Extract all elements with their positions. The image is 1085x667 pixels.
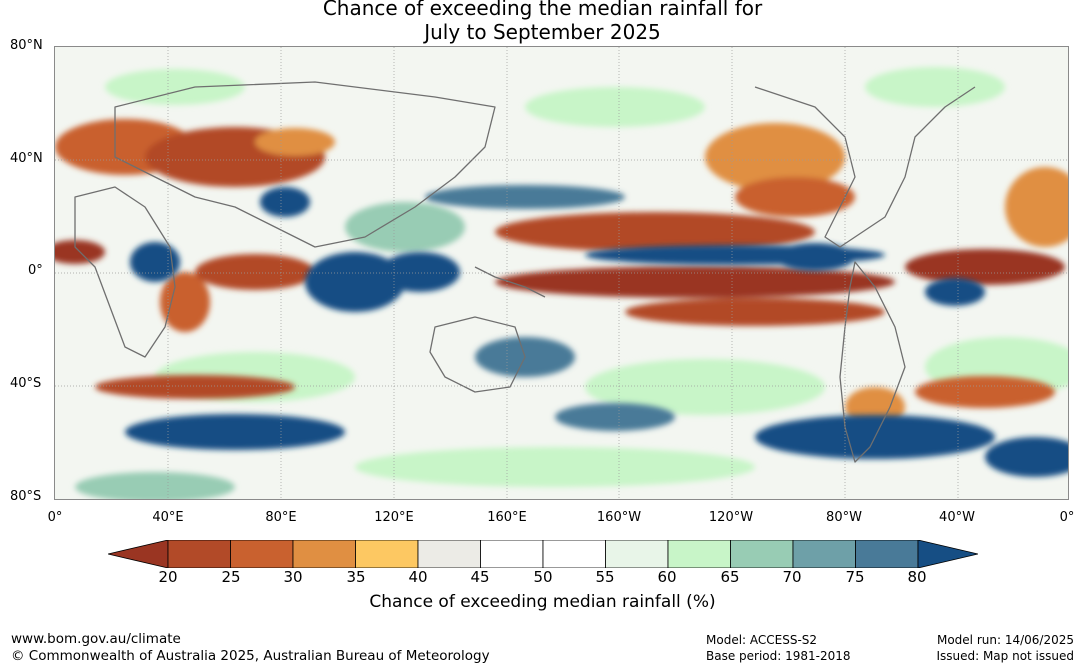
lon-label-80w: 80°W bbox=[826, 510, 862, 525]
lon-label-120e: 120°E bbox=[374, 510, 414, 525]
footer-base-period: Base period: 1981-2018 bbox=[706, 649, 851, 663]
colorbar-extend-low bbox=[108, 540, 169, 568]
colorbar-tick-80: 80 bbox=[907, 568, 927, 586]
australia-outline bbox=[429, 316, 526, 393]
colorbar-segment bbox=[605, 540, 669, 568]
colorbar-tick-20: 20 bbox=[158, 568, 178, 586]
colorbar-tick-25: 25 bbox=[221, 568, 241, 586]
lon-label-160e: 160°E bbox=[487, 510, 527, 525]
lon-label-0-end: 0° bbox=[1059, 510, 1075, 525]
colorbar-segment bbox=[355, 540, 419, 568]
map-title-line-1: Chance of exceeding the median rainfall … bbox=[322, 0, 763, 20]
lon-label-40e: 40°E bbox=[152, 510, 184, 525]
colorbar-segment bbox=[542, 540, 606, 568]
map-title: Chance of exceeding the median rainfall … bbox=[0, 0, 1085, 44]
colorbar-tick-60: 60 bbox=[657, 568, 677, 586]
colorbar-tick-75: 75 bbox=[845, 568, 865, 586]
colorbar-tick-40: 40 bbox=[408, 568, 428, 586]
map-title-line-2: July to September 2025 bbox=[424, 20, 661, 44]
colorbar-segment bbox=[667, 540, 731, 568]
lat-label-80s: 80°S bbox=[10, 489, 42, 504]
map-canvas bbox=[55, 47, 1068, 499]
colorbar-tick-45: 45 bbox=[470, 568, 490, 586]
lat-label-40n: 40°N bbox=[10, 151, 43, 166]
colorbar-segment bbox=[730, 540, 794, 568]
lon-label-160w: 160°W bbox=[596, 510, 642, 525]
colorbar-segment bbox=[167, 540, 231, 568]
lon-label-40w: 40°W bbox=[939, 510, 975, 525]
colorbar-tick-50: 50 bbox=[533, 568, 553, 586]
colorbar-segment bbox=[230, 540, 294, 568]
indonesia-outline bbox=[474, 266, 546, 298]
colorbar-segment bbox=[855, 540, 919, 568]
lon-label-80e: 80°E bbox=[265, 510, 297, 525]
lat-label-equator: 0° bbox=[28, 263, 43, 278]
colorbar-extend-high bbox=[917, 540, 978, 568]
colorbar-tick-55: 55 bbox=[595, 568, 615, 586]
colorbar-segment bbox=[292, 540, 356, 568]
colorbar-tick-30: 30 bbox=[283, 568, 303, 586]
footer-run-info: Model run: 14/06/2025 Issued: Map not is… bbox=[936, 632, 1074, 664]
continent-outlines bbox=[74, 81, 976, 463]
colorbar-tick-35: 35 bbox=[346, 568, 366, 586]
footer-model-info: Model: ACCESS-S2 Base period: 1981-2018 bbox=[706, 632, 851, 664]
colorbar-tick-65: 65 bbox=[720, 568, 740, 586]
colorbar-label: Chance of exceeding median rainfall (%) bbox=[369, 592, 716, 612]
colorbar bbox=[108, 540, 978, 568]
graticule bbox=[55, 47, 1068, 499]
footer-model-run: Model run: 14/06/2025 bbox=[936, 633, 1074, 647]
south-america-outline bbox=[839, 261, 906, 463]
footer-copyright: © Commonwealth of Australia 2025, Austra… bbox=[11, 648, 490, 664]
lon-label-0: 0° bbox=[47, 510, 63, 525]
footer-attribution: www.bom.gov.au/climate © Commonwealth of… bbox=[11, 631, 490, 665]
colorbar-tick-70: 70 bbox=[782, 568, 802, 586]
africa-outline bbox=[74, 186, 176, 358]
rainfall-probability-map bbox=[54, 46, 1069, 500]
eurasia-outline bbox=[114, 81, 496, 248]
colorbar-segment bbox=[792, 540, 856, 568]
footer-url: www.bom.gov.au/climate bbox=[11, 631, 181, 647]
dry-regions bbox=[55, 119, 1068, 427]
lat-label-40s: 40°S bbox=[10, 376, 42, 391]
footer-issued: Issued: Map not issued bbox=[936, 649, 1074, 663]
blue-wet-regions bbox=[125, 185, 1068, 477]
colorbar-segment bbox=[480, 540, 544, 568]
footer-model: Model: ACCESS-S2 bbox=[706, 633, 818, 647]
colorbar-segment bbox=[417, 540, 481, 568]
lat-label-80n: 80°N bbox=[10, 38, 43, 53]
lon-label-120w: 120°W bbox=[708, 510, 754, 525]
